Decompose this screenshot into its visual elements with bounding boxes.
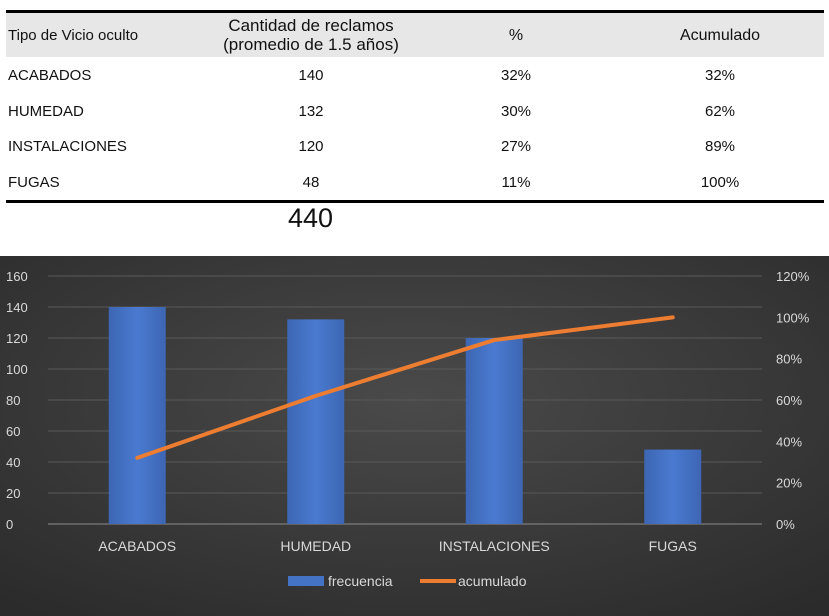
cell-cantidad: 140 [298, 67, 324, 85]
bar-frecuencia [287, 319, 345, 524]
data-table-container: Tipo de Vicio oculto Cantidad de reclamo… [6, 10, 824, 203]
y-right-tick-label: 0% [776, 517, 795, 532]
y-left-tick-label: 80 [6, 393, 20, 408]
y-right-tick-label: 100% [776, 310, 810, 325]
header-cantidad-line1: Cantidad de reclamos [228, 16, 394, 35]
cell-acumulado: 62% [704, 102, 736, 120]
chart-svg: 0 20 40 60 80 100 120 140 160 0% 20% 40% 60% 80% 100% 1… [0, 256, 829, 616]
line-acumulado [135, 315, 675, 460]
table-row: HUMEDAD 132 30% 62% [6, 94, 824, 130]
cell-acumulado: 89% [704, 138, 736, 156]
y-right-tick-label: 80% [776, 352, 802, 367]
data-table: Tipo de Vicio oculto Cantidad de reclamo… [6, 10, 824, 203]
header-porcentaje: % [508, 26, 524, 44]
legend-label-acumulado: acumulado [458, 573, 527, 589]
cell-porcentaje: 30% [500, 102, 532, 120]
x-category-label: INSTALACIONES [439, 538, 550, 554]
y-left-tick-label: 60 [6, 424, 20, 439]
header-acumulado: Acumulado [679, 26, 761, 44]
cell-cantidad: 132 [298, 102, 324, 120]
x-category-label: FUGAS [649, 538, 697, 554]
table-row: INSTALACIONES 120 27% 89% [6, 129, 824, 165]
cell-cantidad: 120 [298, 138, 324, 156]
y-left-tick-label: 40 [6, 455, 20, 470]
bar-frecuencia [108, 307, 166, 524]
table-row: ACABADOS 140 32% 32% [6, 58, 824, 94]
cell-porcentaje: 32% [500, 67, 532, 85]
y-right-tick-label: 40% [776, 434, 802, 449]
header-cantidad: Cantidad de reclamos (promedio de 1.5 añ… [206, 12, 416, 58]
y-left-tick-label: 0 [6, 517, 13, 532]
y-right-tick-label: 60% [776, 393, 802, 408]
y-left-tick-label: 160 [6, 269, 28, 284]
x-category-label: ACABADOS [98, 538, 176, 554]
cell-acumulado: 100% [700, 173, 740, 191]
y-left-tick-label: 140 [6, 300, 28, 315]
header-cantidad-line2: (promedio de 1.5 años) [223, 35, 399, 54]
legend-label-frecuencia: frecuencia [328, 573, 393, 589]
total-value: 440 [288, 203, 334, 233]
table-row: FUGAS 48 11% 100% [6, 165, 824, 202]
y-left-tick-label: 120 [6, 331, 28, 346]
bar-frecuencia [465, 338, 523, 524]
cell-acumulado: 32% [704, 67, 736, 85]
pareto-chart: 0 20 40 60 80 100 120 140 160 0% 20% 40% 60% 80% 100% 1… [0, 256, 829, 616]
y-right-tick-label: 20% [776, 476, 802, 491]
table-header-row: Tipo de Vicio oculto Cantidad de reclamo… [6, 11, 824, 58]
cell-tipo: HUMEDAD [8, 102, 84, 120]
cell-tipo: ACABADOS [8, 67, 92, 85]
bar-frecuencia [644, 449, 702, 524]
legend-swatch-frecuencia [288, 576, 324, 586]
cell-tipo: INSTALACIONES [8, 138, 127, 156]
cell-porcentaje: 27% [500, 138, 532, 156]
cell-porcentaje: 11% [501, 173, 531, 191]
cell-cantidad: 48 [302, 173, 320, 191]
y-left-tick-label: 20 [6, 486, 20, 501]
header-tipo: Tipo de Vicio oculto [8, 26, 139, 44]
y-left-tick-label: 100 [6, 362, 28, 377]
y-right-tick-label: 120% [776, 269, 810, 284]
x-category-label: HUMEDAD [280, 538, 351, 554]
cell-tipo: FUGAS [8, 173, 60, 191]
